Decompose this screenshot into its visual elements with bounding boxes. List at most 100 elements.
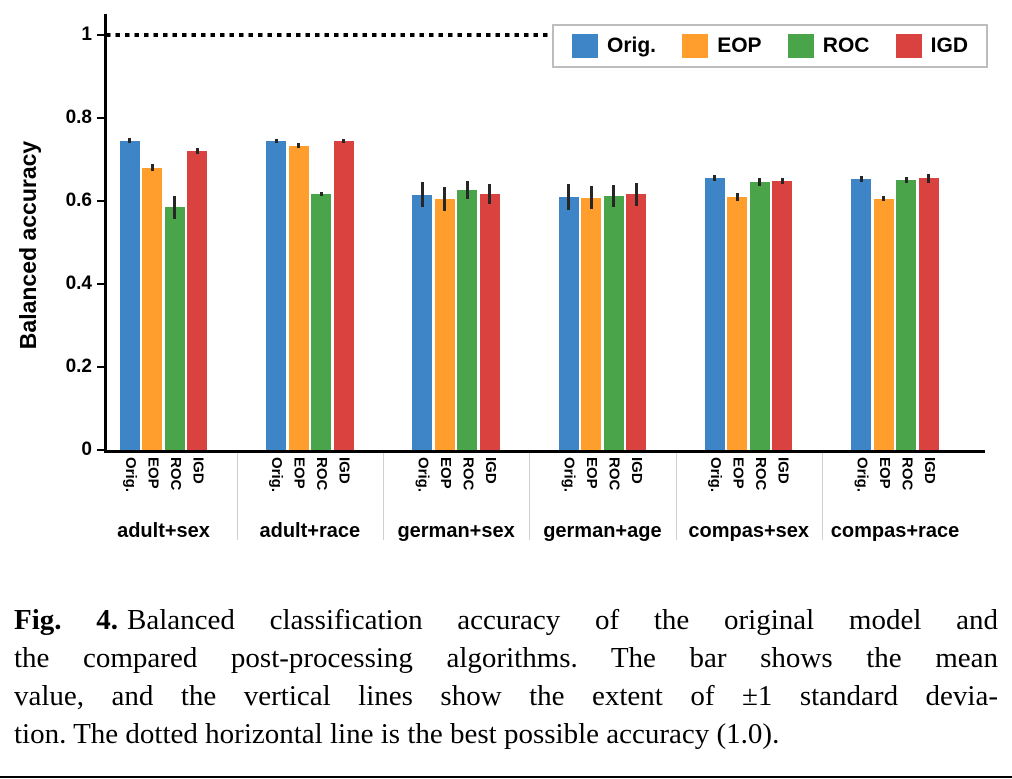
bar-orig-german-sex bbox=[412, 194, 433, 450]
bar-igd-compas-sex bbox=[772, 181, 793, 450]
caption-line: value, and the vertical lines show the e… bbox=[14, 680, 998, 712]
legend: Orig. EOP ROC IGD bbox=[552, 24, 988, 68]
error-bar-igd-compas-race bbox=[927, 173, 931, 183]
bar-tick-label: Orig. bbox=[706, 457, 724, 493]
bar-roc-german-age bbox=[603, 196, 624, 450]
bar-igd-german-age bbox=[626, 194, 647, 450]
bar-tick-label: EOP bbox=[583, 457, 601, 489]
error-bar-eop-compas-race bbox=[882, 196, 886, 201]
bar-tick-label: ROC bbox=[166, 457, 184, 491]
group-label-compas-sex: compas+sex bbox=[688, 520, 809, 542]
group-separator bbox=[236, 452, 238, 540]
error-bar-igd-adult-race bbox=[342, 138, 346, 143]
bar-tick-label: Orig. bbox=[853, 457, 871, 493]
error-bar-igd-german-sex bbox=[488, 183, 492, 205]
group-label-adult-sex: adult+sex bbox=[117, 520, 210, 542]
error-bar-roc-compas-sex bbox=[758, 178, 762, 187]
y-tick-mark bbox=[96, 366, 105, 368]
bar-tick-label: Orig. bbox=[414, 457, 432, 493]
y-tick-label: 0 bbox=[81, 439, 92, 460]
bar-chart: Balanced accuracy 1 0.8 0.6 0.4 0.2 0 Orig. Ori… bbox=[15, 14, 988, 542]
bar-igd-compas-race bbox=[918, 178, 939, 450]
group-label-german-age: german+age bbox=[543, 520, 662, 542]
legend-label-roc: ROC bbox=[822, 34, 870, 57]
error-bar-igd-adult-sex bbox=[195, 148, 199, 155]
bar-tick-label: Orig. bbox=[121, 457, 139, 493]
bar-tick-label: EOP bbox=[729, 457, 747, 489]
bar-orig-adult-race bbox=[266, 140, 287, 450]
group-label-adult-race: adult+race bbox=[259, 520, 361, 542]
bar-tick-label: Orig. bbox=[560, 457, 578, 493]
error-bar-roc-adult-race bbox=[319, 191, 323, 196]
error-bar-igd-compas-sex bbox=[780, 177, 784, 185]
bar-orig-compas-sex bbox=[704, 178, 725, 450]
bar-tick-label: ROC bbox=[459, 457, 477, 491]
caption-line: the compared post-processing algorithms.… bbox=[14, 642, 998, 674]
bar-tick-label: ROC bbox=[898, 457, 916, 491]
legend-label-eop: EOP bbox=[717, 34, 762, 57]
bar-tick-label: EOP bbox=[875, 457, 893, 489]
y-axis-line bbox=[104, 14, 107, 452]
x-axis-line bbox=[104, 450, 985, 453]
bar-orig-german-age bbox=[558, 196, 579, 450]
y-tick-mark bbox=[96, 283, 105, 285]
bar-roc-adult-sex bbox=[164, 207, 185, 450]
caption-line: Fig. 4. Balanced classification accuracy … bbox=[14, 604, 998, 636]
legend-swatch-orig bbox=[572, 34, 598, 58]
group-separator bbox=[821, 452, 823, 540]
group-separator bbox=[382, 452, 384, 540]
error-bar-eop-compas-sex bbox=[735, 193, 739, 201]
y-tick-label: 0.8 bbox=[65, 107, 92, 128]
legend-entry-eop: EOP bbox=[682, 34, 762, 58]
error-bar-igd-german-age bbox=[634, 182, 638, 206]
y-tick-label: 0.6 bbox=[65, 190, 92, 211]
bar-roc-compas-race bbox=[896, 179, 917, 450]
bar-tick-label: ROC bbox=[605, 457, 623, 491]
bar-eop-compas-sex bbox=[727, 196, 748, 450]
reference-line bbox=[106, 33, 552, 37]
bar-orig-compas-race bbox=[851, 179, 872, 450]
error-bar-orig-adult-sex bbox=[128, 138, 132, 144]
bar-igd-adult-sex bbox=[187, 151, 208, 450]
y-axis-title: Balanced accuracy bbox=[15, 140, 41, 350]
error-bar-roc-german-sex bbox=[465, 180, 469, 199]
bar-tick-label: IGD bbox=[920, 457, 938, 484]
y-tick-label: 1 bbox=[81, 24, 92, 45]
bar-tick-label: IGD bbox=[335, 457, 353, 484]
bar-eop-german-sex bbox=[434, 198, 455, 450]
legend-swatch-roc bbox=[787, 34, 814, 58]
bar-tick-label: Orig. bbox=[268, 457, 286, 493]
bar-tick-label: ROC bbox=[313, 457, 331, 491]
error-bar-orig-german-sex bbox=[420, 182, 424, 208]
error-bar-eop-adult-race bbox=[297, 143, 301, 149]
bar-tick-label: ROC bbox=[751, 457, 769, 491]
figure-caption: Fig. 4. Balanced classification accuracy … bbox=[14, 601, 998, 753]
bar-eop-german-age bbox=[581, 197, 602, 450]
y-tick-mark bbox=[96, 449, 105, 451]
error-bar-eop-german-sex bbox=[443, 187, 447, 211]
error-bar-eop-german-age bbox=[589, 186, 593, 209]
y-tick-mark bbox=[96, 34, 105, 36]
group-separator bbox=[529, 452, 531, 540]
error-bar-orig-adult-race bbox=[274, 138, 278, 143]
bar-eop-adult-race bbox=[288, 145, 309, 450]
legend-swatch-eop bbox=[682, 34, 709, 58]
group-label-german-sex: german+sex bbox=[397, 520, 515, 542]
legend-entry-orig: Orig. bbox=[572, 34, 656, 58]
bar-roc-german-sex bbox=[457, 189, 478, 450]
error-bar-orig-compas-race bbox=[859, 175, 863, 183]
error-bar-eop-adult-sex bbox=[150, 164, 154, 172]
bar-tick-label: EOP bbox=[436, 457, 454, 489]
bar-tick-label: IGD bbox=[189, 457, 207, 484]
legend-entry-roc: ROC bbox=[787, 34, 870, 58]
bar-tick-label: EOP bbox=[144, 457, 162, 489]
bar-roc-compas-sex bbox=[749, 182, 770, 450]
bar-igd-adult-race bbox=[333, 140, 354, 450]
y-tick-mark bbox=[96, 200, 105, 202]
bar-eop-adult-sex bbox=[142, 167, 163, 450]
bar-igd-german-sex bbox=[479, 193, 500, 450]
error-bar-orig-german-age bbox=[567, 183, 571, 211]
group-separator bbox=[675, 452, 677, 540]
y-tick-label: 0.2 bbox=[65, 356, 92, 377]
